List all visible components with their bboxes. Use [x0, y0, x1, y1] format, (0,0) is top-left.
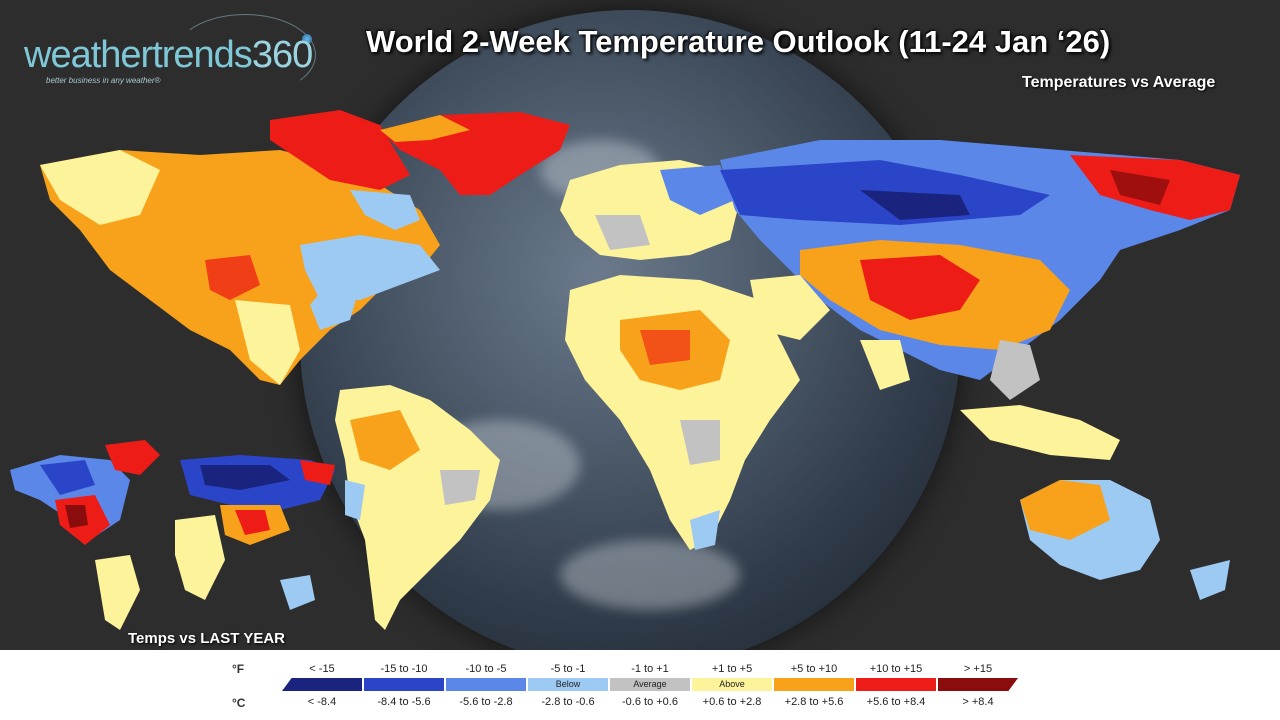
legend-label-f: < -15: [309, 663, 335, 675]
legend-label-c: -5.6 to -2.8: [459, 696, 513, 708]
legend-swatch: [938, 678, 1018, 691]
legend-swatch: [774, 678, 854, 691]
australia-region: [1020, 480, 1230, 600]
logo-tagline: better business in any weather®: [46, 76, 161, 85]
legend-label-c: +0.6 to +2.8: [702, 696, 762, 708]
logo-text: weathertrends360: [24, 34, 313, 77]
legend-swatch: [364, 678, 444, 691]
weathertrends360-logo: weathertrends360 better business in any …: [24, 14, 316, 96]
legend-label-c: -0.6 to +0.6: [622, 696, 678, 708]
south-america-region: [335, 385, 500, 630]
legend-label-f: > +15: [963, 663, 993, 675]
page-subtitle: Temperatures vs Average: [1022, 74, 1216, 91]
legend-label-f: +5 to +10: [790, 663, 838, 675]
legend-swatch: [446, 678, 526, 691]
legend-swatch: [856, 678, 936, 691]
north-america-region: [40, 110, 440, 385]
page-title: World 2-Week Temperature Outlook (11-24 …: [366, 24, 1111, 59]
legend-label-c: -8.4 to -5.6: [377, 696, 431, 708]
temperature-anomaly-map: [10, 110, 1240, 630]
logo-number: 360: [251, 34, 313, 76]
legend-label-c: +5.6 to +8.4: [866, 696, 926, 708]
legend-label-c: > +8.4: [962, 696, 994, 708]
cloud-patch: [560, 540, 740, 610]
legend-label-f: -1 to +1: [631, 663, 669, 675]
legend-label-c: -2.8 to -0.6: [541, 696, 595, 708]
logo-globe-icon: [302, 34, 312, 44]
map-stage: weathertrends360 better business in any …: [10, 10, 1240, 650]
legend-unit-c: °C: [232, 696, 246, 710]
legend-label-f: -15 to -10: [380, 663, 428, 675]
legend-tag: Above: [719, 679, 745, 689]
legend-swatch: [528, 678, 608, 691]
legend-label-f: -5 to -1: [550, 663, 586, 675]
europe-region: [560, 160, 740, 260]
legend-unit-f: °F: [232, 662, 245, 676]
legend-label-c: < -8.4: [307, 696, 337, 708]
africa-region: [565, 275, 800, 550]
legend-swatch: [692, 678, 772, 691]
logo-ring: [174, 14, 316, 96]
legend-tag: Average: [633, 679, 667, 689]
asia-region: [720, 140, 1240, 400]
indonesia-region: [960, 405, 1120, 460]
legend-label-f: +10 to +15: [869, 663, 923, 675]
logo-brand: weathertrends: [24, 34, 253, 76]
legend-label-f: -10 to -5: [465, 663, 507, 675]
inset-map-vs-last-year: [10, 440, 335, 630]
legend-tag: Below: [555, 679, 581, 689]
legend-label-f: +1 to +5: [711, 663, 753, 675]
legend-swatch: [610, 678, 690, 691]
legend-label-c: +2.8 to +5.6: [784, 696, 844, 708]
inset-map-label: Temps vs LAST YEAR: [128, 630, 285, 647]
legend-swatch: [282, 678, 362, 691]
temperature-legend: °F °C < -15 < -8.4 -15 to -10 -8.4 to -5.6 -…: [0, 650, 1280, 720]
